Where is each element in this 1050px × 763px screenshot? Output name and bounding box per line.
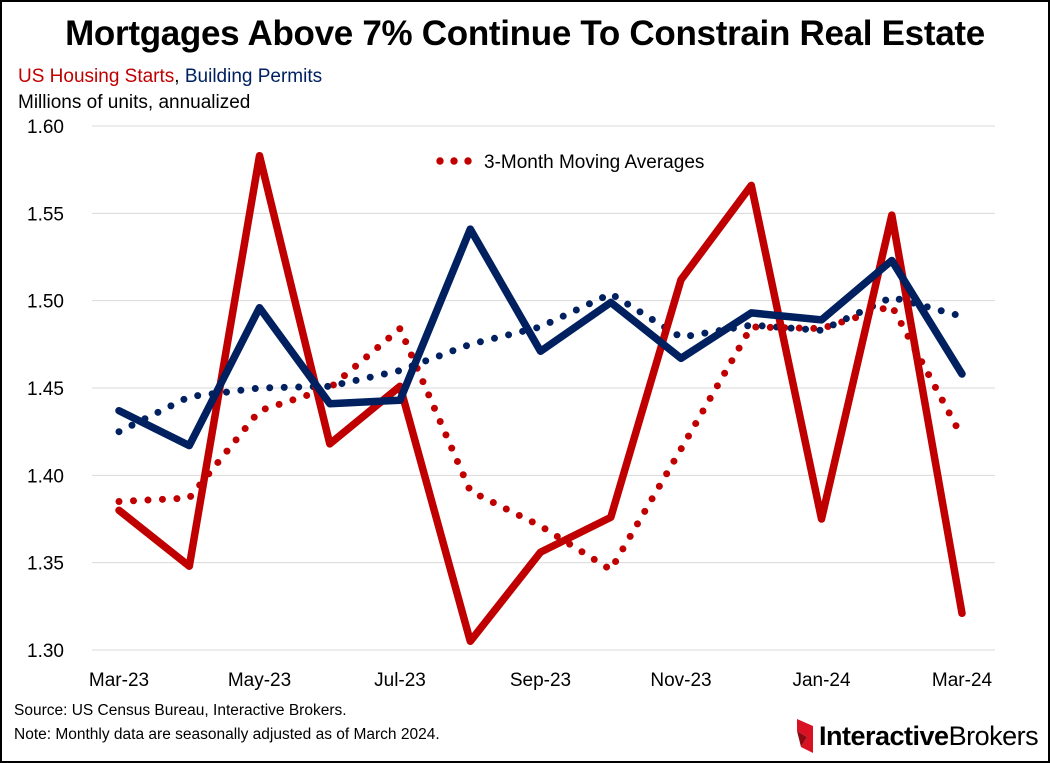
y-tick-label: 1.30: [27, 641, 64, 662]
logo-wordmark: InteractiveBrokers: [819, 721, 1039, 752]
x-tick-label: Sep-23: [510, 670, 571, 691]
y-tick-label: 1.50: [27, 292, 64, 313]
y-tick-label: 1.60: [27, 117, 64, 138]
x-tick-label: Mar-24: [932, 670, 993, 691]
x-tick-label: Nov-23: [650, 670, 711, 691]
interactive-brokers-logo: InteractiveBrokers: [791, 715, 1041, 755]
chart-title: Mortgages Above 7% Continue To Constrain…: [65, 14, 985, 53]
legend-dot: [450, 157, 458, 165]
chart-subtitle: US Housing Starts, Building Permits: [18, 66, 322, 88]
logo-text-brokers: Brokers: [948, 721, 1039, 751]
series-line-us-housing-starts: [115, 151, 966, 646]
moving-average-line-building-permits: [115, 290, 966, 436]
legend-dot: [464, 157, 472, 165]
y-tick-label: 1.35: [27, 554, 64, 575]
legend-label: 3-Month Moving Averages: [484, 152, 704, 173]
data-note: Note: Monthly data are seasonally adjust…: [14, 726, 440, 743]
x-tick-label: Jan-24: [792, 670, 851, 691]
subtitle-separator: ,: [174, 66, 180, 87]
y-tick-label: 1.45: [27, 379, 64, 400]
series-label-housing-starts: US Housing Starts: [18, 66, 175, 87]
logo-icon: [797, 719, 813, 753]
y-tick-label: 1.55: [27, 204, 64, 225]
series-label-building-permits: Building Permits: [184, 66, 323, 87]
x-tick-label: Mar-23: [89, 670, 149, 691]
legend-dot: [436, 157, 444, 165]
units-label: Millions of units, annualized: [18, 92, 251, 113]
y-tick-label: 1.40: [27, 466, 64, 487]
x-tick-label: May-23: [228, 670, 291, 691]
series-line-building-permits: [115, 225, 966, 450]
source-note: Source: US Census Bureau, Interactive Br…: [14, 702, 347, 719]
chart-legend: 3-Month Moving Averages: [436, 152, 704, 173]
logo-text-interactive: Interactive: [819, 721, 949, 751]
x-tick-label: Jul-23: [374, 670, 426, 691]
